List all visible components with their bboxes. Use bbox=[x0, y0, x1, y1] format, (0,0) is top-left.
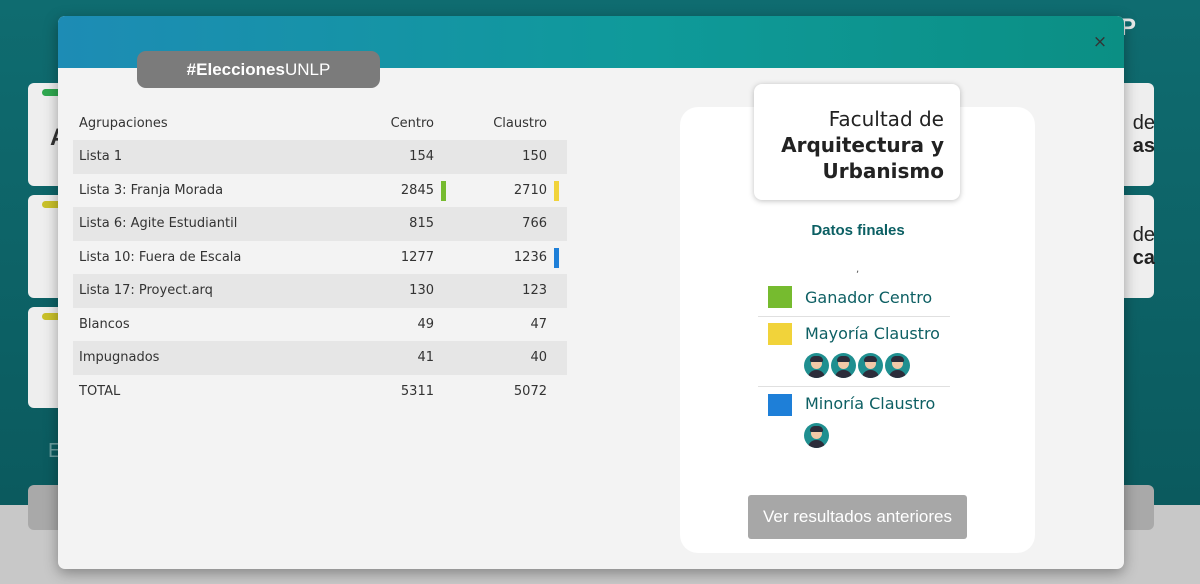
background-text: ca bbox=[1132, 247, 1155, 269]
claustro-value: 5072 bbox=[513, 383, 547, 399]
column-header-agrupaciones: Agrupaciones bbox=[79, 115, 168, 131]
centro-value: 154 bbox=[341, 140, 454, 174]
legend-label: Minoría Claustro bbox=[805, 394, 936, 413]
table-row: Lista 6: Agite Estudiantil 815 766 bbox=[73, 207, 567, 241]
hashtag-rest: UNLP bbox=[284, 60, 331, 79]
status-pill bbox=[42, 313, 72, 320]
seat-avatar-icon bbox=[831, 353, 856, 378]
final-data-title: Datos finales bbox=[811, 222, 905, 239]
results-table: Agrupaciones Centro Claustro Lista 1 154… bbox=[73, 106, 567, 408]
ganador-marker bbox=[441, 180, 446, 201]
faculty-title-box: Facultad de Arquitectura y Urbanismo bbox=[754, 84, 960, 200]
seat-avatar-icon bbox=[885, 353, 910, 378]
claustro-value: 766 bbox=[454, 207, 567, 241]
mayoria-marker bbox=[554, 180, 559, 201]
column-header-claustro: Claustro bbox=[493, 115, 547, 131]
row-name: Impugnados bbox=[73, 341, 341, 375]
faculty-title-line3: Urbanismo bbox=[822, 159, 945, 183]
minoria-swatch bbox=[768, 394, 792, 416]
mayoria-swatch bbox=[768, 323, 792, 345]
claustro-value: 2710 bbox=[454, 174, 567, 208]
centro-value: 1277 bbox=[400, 249, 434, 265]
legend-label: Mayoría Claustro bbox=[805, 324, 940, 343]
previous-results-button[interactable]: Ver resultados anteriores bbox=[748, 495, 967, 539]
divider bbox=[758, 316, 950, 317]
claustro-value: 47 bbox=[530, 316, 547, 332]
claustro-value: 123 bbox=[454, 274, 567, 308]
background-text: as bbox=[1132, 135, 1155, 157]
faculty-title-line2: Arquitectura y bbox=[781, 133, 944, 157]
table-row: Lista 17: Proyect.arq 130 123 bbox=[73, 274, 567, 308]
minoria-seats bbox=[804, 423, 831, 452]
table-row: Lista 10: Fuera de Escala 1277 1236 bbox=[73, 241, 567, 275]
legend-ganador: Ganador Centro bbox=[758, 286, 950, 316]
legend-minoria: Minoría Claustro bbox=[758, 394, 950, 424]
row-name: Lista 6: Agite Estudiantil bbox=[73, 207, 341, 241]
divider bbox=[758, 386, 950, 387]
row-name: Lista 17: Proyect.arq bbox=[73, 274, 341, 308]
row-name: Lista 10: Fuera de Escala bbox=[79, 249, 242, 265]
background-text: de bbox=[1132, 112, 1155, 134]
centro-value: 130 bbox=[341, 274, 454, 308]
minoria-marker bbox=[554, 247, 559, 268]
table-header-row: Agrupaciones Centro Claustro bbox=[73, 106, 567, 140]
ganador-swatch bbox=[768, 286, 792, 308]
claustro-value: 1236 bbox=[454, 241, 567, 275]
seat-avatar-icon bbox=[804, 423, 829, 448]
hashtag-badge: #EleccionesUNLP bbox=[137, 51, 380, 88]
hashtag-bold: #Elecciones bbox=[186, 60, 285, 79]
faculty-title-line1: Facultad de bbox=[828, 107, 944, 131]
seat-avatar-icon bbox=[804, 353, 829, 378]
legend-label: Ganador Centro bbox=[805, 288, 933, 307]
row-name: Blancos bbox=[79, 316, 130, 332]
table-row: Lista 1 154 150 bbox=[73, 140, 567, 174]
table-row: Lista 3: Franja Morada 2845 2710 bbox=[73, 174, 567, 208]
claustro-value: 150 bbox=[454, 140, 567, 174]
status-pill bbox=[42, 201, 72, 208]
centro-value: 2845 bbox=[341, 174, 454, 208]
row-name: TOTAL bbox=[79, 383, 121, 399]
centro-value: 5311 bbox=[400, 383, 434, 399]
column-header-centro: Centro bbox=[390, 115, 434, 131]
tick-mark: , bbox=[856, 264, 860, 275]
results-modal: × #EleccionesUNLP Agrupaciones Centro Cl… bbox=[58, 16, 1124, 569]
background-text: de bbox=[1132, 224, 1155, 246]
centro-value: 815 bbox=[341, 207, 454, 241]
background-letter: P bbox=[1120, 14, 1137, 41]
status-pill bbox=[42, 89, 72, 96]
claustro-value: 40 bbox=[454, 341, 567, 375]
row-name: Lista 1 bbox=[73, 140, 341, 174]
centro-value: 41 bbox=[341, 341, 454, 375]
table-row: Impugnados 41 40 bbox=[73, 341, 567, 375]
legend-mayoria: Mayoría Claustro bbox=[758, 323, 950, 353]
centro-value: 49 bbox=[417, 316, 434, 332]
close-button[interactable]: × bbox=[1092, 32, 1108, 52]
table-row-total: TOTAL 5311 5072 bbox=[73, 375, 567, 409]
table-row: Blancos 49 47 bbox=[73, 308, 567, 342]
seat-avatar-icon bbox=[858, 353, 883, 378]
mayoria-seats bbox=[804, 353, 912, 382]
row-name: Lista 3: Franja Morada bbox=[79, 182, 224, 198]
